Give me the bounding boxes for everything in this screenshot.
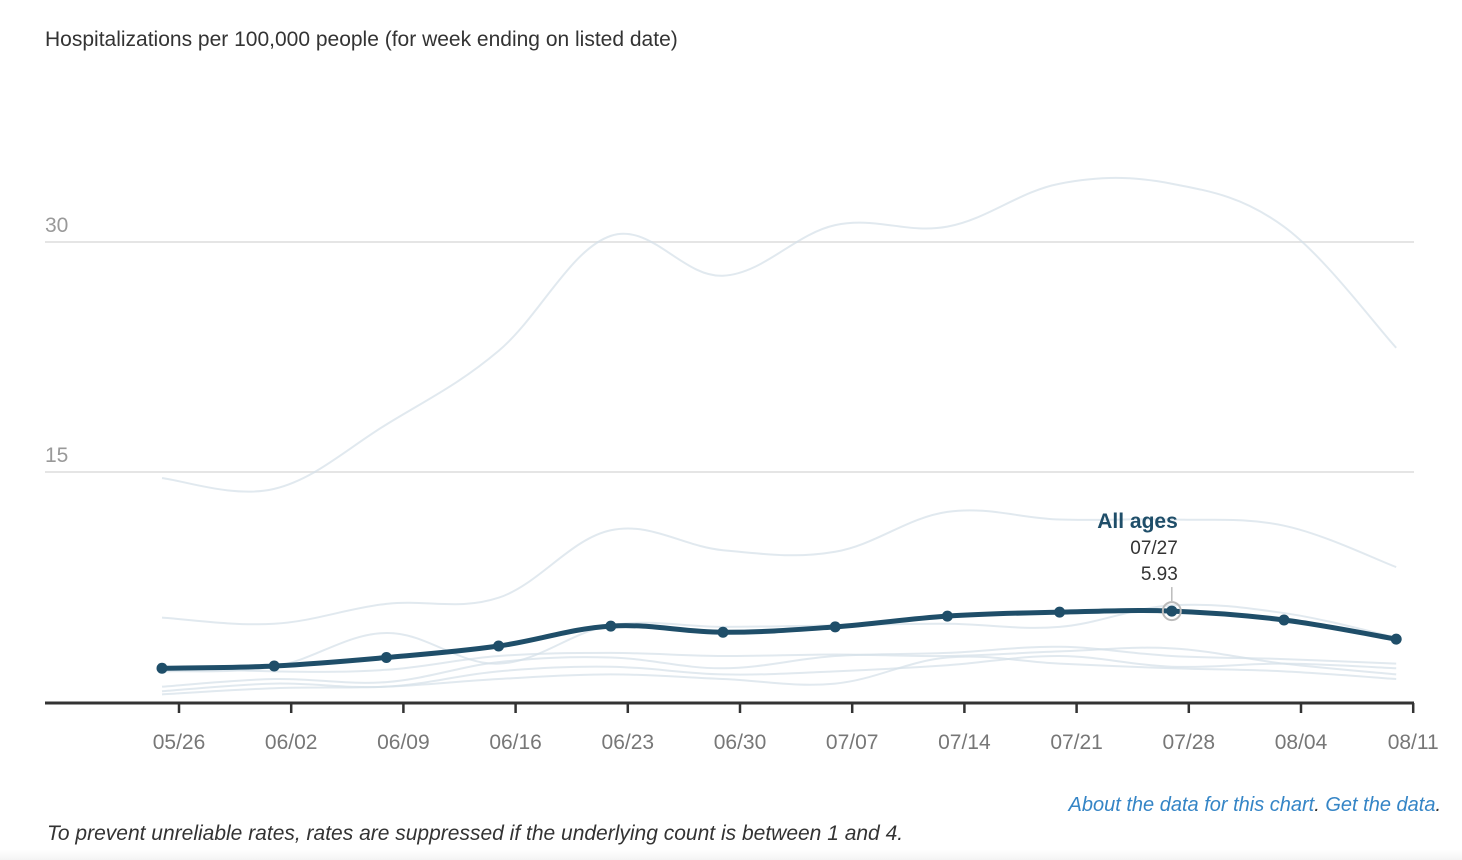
background-series-line [161,176,1397,493]
x-axis: 05/26 06/02 06/09 06/16 06/23 06/30 07/07 07/14… [45,701,1439,754]
about-data-link[interactable]: About the data for this chart [1068,794,1315,816]
x-tick-label: 08/04 [1275,731,1328,754]
x-tick-label: 06/30 [714,731,767,754]
link-separator: . [1314,794,1326,816]
tooltip: All ages 07/27 5.93 [1097,510,1182,622]
data-point [605,620,617,632]
data-point [493,640,505,652]
x-tick-label: 08/11 [1388,731,1439,754]
background-series-line [161,646,1397,676]
all-ages-series [156,605,1402,674]
footnote: To prevent unreliable rates, rates are s… [47,822,904,845]
x-tick-label: 07/21 [1050,731,1103,754]
x-tick-label: 07/28 [1163,731,1216,754]
y-tick-label: 15 [45,444,68,467]
gridlines [45,241,1414,473]
data-point [268,660,280,672]
data-point [1390,633,1402,645]
x-tick-label: 07/07 [826,731,879,754]
all-ages-line [159,608,1399,671]
tooltip-value: 5.93 [1141,564,1178,585]
tooltip-series-name: All ages [1097,510,1178,533]
chart-title: Hospitalizations per 100,000 people (for… [45,28,678,51]
background-series-line [161,645,1397,688]
data-point [1054,606,1066,618]
data-point [1166,605,1178,617]
x-tick-label: 06/02 [265,731,318,754]
chart-links: About the data for this chart. Get the d… [1069,794,1441,817]
data-point [717,626,729,638]
tooltip-highlight-ring [1161,601,1182,622]
data-point [156,662,168,674]
x-tick-label: 06/16 [489,731,542,754]
data-point [941,610,953,622]
get-data-link[interactable]: Get the data [1325,794,1436,816]
x-tick-label: 07/14 [938,731,991,754]
background-series-line [161,655,1397,696]
bottom-fade [0,850,1462,860]
x-tick-label: 05/26 [153,731,206,754]
data-point [829,621,841,633]
data-point [380,652,392,664]
link-end: . [1435,794,1441,816]
tooltip-date: 07/27 [1130,538,1178,559]
x-tick-label: 06/23 [602,731,655,754]
data-point [1278,614,1290,626]
background-series-line [161,509,1397,626]
x-tick-label: 06/09 [377,731,430,754]
background-series [161,176,1397,696]
y-tick-label: 30 [45,214,68,237]
